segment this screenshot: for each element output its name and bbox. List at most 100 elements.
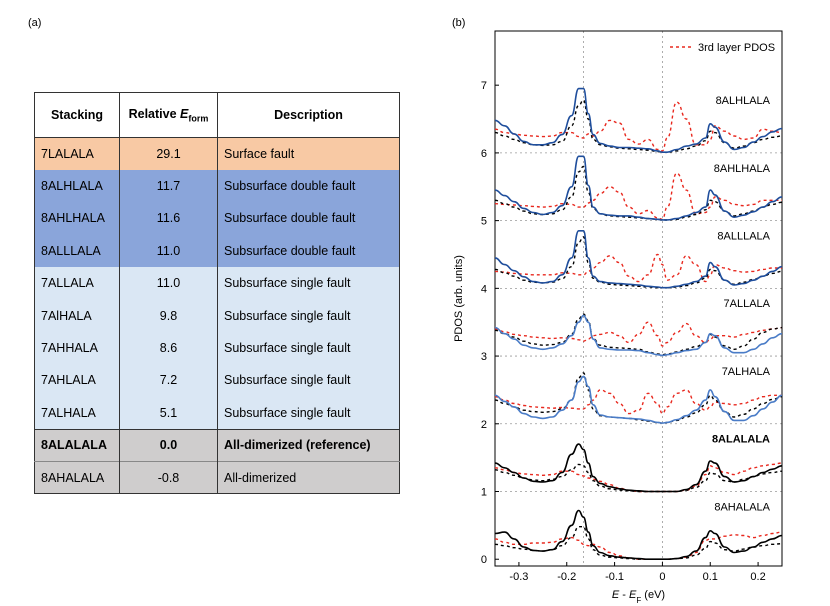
cell-energy: 11.7 [119,169,218,203]
table-row: 7ALLALA 11.0 Subsurface single fault [34,267,400,300]
curve-red-dashed-8AHALALA [494,531,783,560]
curve-black-dashed-7ALHALA [494,372,783,424]
legend-label: 3rd layer PDOS [698,42,775,54]
cell-description: All-dimerized (reference) [217,428,400,462]
y-tick-label: 7 [481,80,487,92]
table-row: 8AHLHALA 11.6 Subsurface double fault [34,202,400,235]
x-axis-title: E - EF (eV) [612,589,665,605]
cell-stacking: 7LALALA [41,146,94,161]
table-row: 8AHALALA -0.8 All-dimerized [34,460,400,494]
cell-description: Subsurface single fault [224,276,351,291]
cell-stacking: 7AlHALA [41,308,92,323]
cell-description: Subsurface single fault [224,373,351,388]
header-relative-prefix: Relative [128,106,181,121]
cell-description: Subsurface double fault [224,211,356,226]
header-relative-eform: Relative Eform [119,92,218,138]
curve-label: 8ALHLALA [716,95,771,107]
y-axis-title: PDOS (arb. units) [453,255,465,342]
y-tick-label: 2 [481,419,487,431]
stacking-table: Stacking Relative Eform Description 7LAL… [34,92,400,495]
cell-stacking: 8ALLLALA [41,243,101,258]
pdos-chart: -0.3 -0.2 -0.1 0 0.1 0.2 0 1 2 3 4 5 6 7 PDOS (arb. un… [453,30,783,605]
table-row: 8ALHLALA 11.7 Subsurface double fault [34,169,400,203]
cell-stacking: 7AHHALA [41,341,98,356]
cell-energy: 11.0 [119,267,218,300]
x-tick-label: -0.2 [557,571,576,583]
y-tick-label: 5 [481,216,487,228]
curve-solid-8ALHLALA [494,87,783,153]
cell-stacking: 7ALLALA [41,276,94,291]
cell-stacking: 7AHLALA [41,373,96,388]
curve-solid-8AHALALA [494,509,783,560]
table-row: 7AlHALA 9.8 Subsurface single fault [34,299,400,332]
cell-energy: 11.0 [119,234,218,268]
cell-description: Subsurface double fault [224,243,356,258]
curve-label: 8AHLHALA [714,163,771,175]
curve-black-dashed-8ALALALA [494,463,783,493]
x-tick-label: -0.3 [509,571,528,583]
curve-label: 7ALLALA [724,298,771,310]
curve-red-dashed-8ALALALA [494,462,783,493]
cell-stacking: 8ALALALA [34,428,120,462]
y-tick-label: 1 [481,487,487,499]
cell-energy: -0.8 [119,460,218,494]
cell-energy: 0.0 [119,428,218,462]
cell-energy: 7.2 [119,364,218,397]
tspan-unit: (eV) [641,589,665,601]
tspan-mid: - [619,589,629,601]
tspan-e2: E [629,589,637,601]
cell-energy: 8.6 [119,331,218,365]
curve-red-dashed-8ALLLALA [494,253,782,283]
table-row: 7AHLALA 7.2 Subsurface single fault [34,364,400,397]
curve-solid-7ALLALA [494,314,783,357]
cell-stacking: 8ALHLALA [41,179,103,194]
tspan-e1: E [612,589,620,601]
tspan-sub: F [636,596,641,605]
cell-stacking: 7ALHALA [41,405,96,420]
x-tick-label: 0.1 [703,571,718,583]
curve-solid-7ALHALA [494,375,783,424]
panel-b-label: (b) [452,17,466,29]
curve-red-dashed-8ALHLALA [494,101,783,152]
header-relative-e: E [180,106,189,121]
table-row: 7AHHALA 8.6 Subsurface single fault [34,331,400,365]
table-row: 8ALLLALA 11.0 Subsurface double fault [34,234,400,268]
curve-label: 8AHALALA [714,501,770,513]
cell-energy: 5.1 [119,396,218,430]
y-tick-label: 3 [481,351,487,363]
curve-solid-8AHLHALA [494,155,783,221]
curve-red-dashed-7ALLALA [494,321,783,347]
plot-frame [494,30,783,567]
table-header-row: Stacking Relative Eform Description [34,92,400,138]
header-relative-sub: form [188,113,209,124]
table-row: 7LALALA 29.1 Surface fault [34,137,400,170]
curve-red-dashed-7ALHALA [494,389,782,415]
x-tick-label: 0.2 [750,571,765,583]
cell-description: Subsurface double fault [224,179,356,194]
curve-label: 7ALHALA [722,366,771,378]
cell-stacking: 8AHLHALA [41,211,105,226]
cell-energy: 29.1 [119,137,218,170]
table-row: 7ALHALA 5.1 Subsurface single fault [34,396,400,430]
header-stacking: Stacking [34,92,120,138]
curve-black-dashed-8ALLLALA [494,236,783,289]
curve-solid-8ALLLALA [494,230,783,289]
cell-description: All-dimerized [217,460,400,494]
cell-description: Subsurface single fault [224,405,351,420]
cell-description: Subsurface single fault [224,308,351,323]
curve-solid-8ALALALA [494,443,783,493]
cell-description: Subsurface single fault [224,341,351,356]
curve-label: 8ALALALA [712,434,770,446]
header-description: Description [217,92,400,138]
cell-energy: 9.8 [119,299,218,332]
cell-stacking: 8AHALALA [34,460,120,494]
x-tick-label: -0.1 [605,571,624,583]
y-tick-label: 6 [481,148,487,160]
y-tick-label: 0 [481,554,487,566]
panel-a-label: (a) [28,17,42,29]
cell-description: Surface fault [224,146,295,161]
table-row: 8ALALALA 0.0 All-dimerized (reference) [34,428,400,462]
curve-label: 8ALLLALA [717,231,770,243]
curve-red-dashed-8AHLHALA [494,172,782,221]
x-tick-label: 0 [659,571,665,583]
